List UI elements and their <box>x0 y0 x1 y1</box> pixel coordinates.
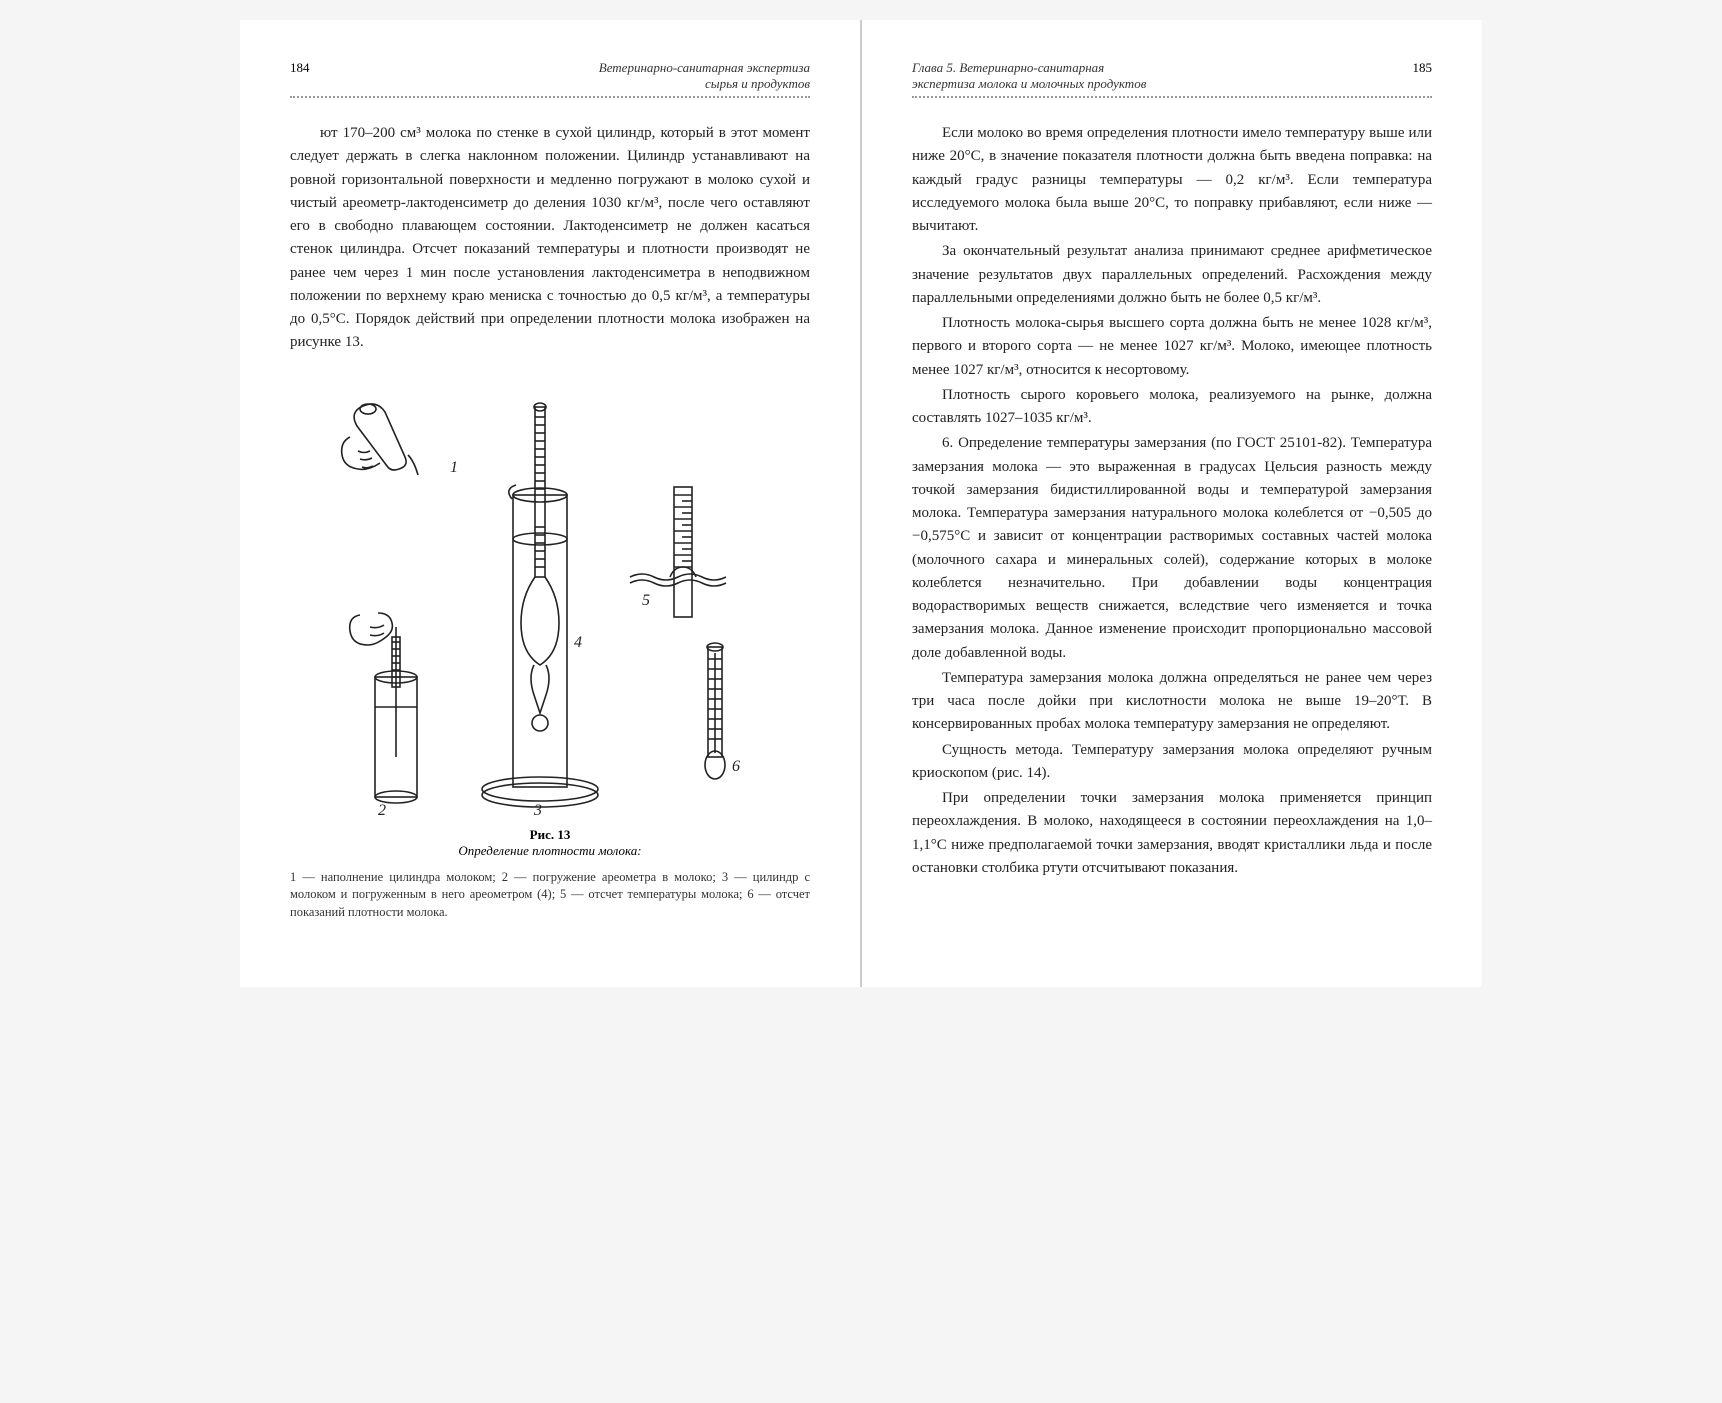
left-running-header: Ветеринарно-санитарная экспертиза сырья … <box>570 60 810 92</box>
left-page-number: 184 <box>290 60 310 76</box>
fig-label-3: 3 <box>533 802 542 817</box>
fig-group-1 <box>342 404 418 475</box>
right-page: Глава 5. Ветеринарно-санитарная эксперти… <box>862 20 1482 987</box>
right-para-7: Сущность метода. Температуру замерзания … <box>912 739 1432 786</box>
page-spread: 184 Ветеринарно-санитарная экспертиза сы… <box>240 20 1482 987</box>
right-para-1: Если молоко во время определения плотнос… <box>912 122 1432 238</box>
fig-label-4: 4 <box>574 634 582 651</box>
figure-13-legend: 1 — наполнение цилиндра молоком; 2 — пог… <box>290 869 810 922</box>
figure-13-svg: 1 <box>330 377 770 817</box>
fig-label-6: 6 <box>732 758 740 775</box>
right-para-2: За окончательный результат анализа прини… <box>912 240 1432 310</box>
fig-group-3 <box>482 403 598 807</box>
left-page-header: 184 Ветеринарно-санитарная экспертиза сы… <box>290 60 810 98</box>
fig-label-2: 2 <box>378 802 386 817</box>
figure-13: 1 <box>290 377 810 922</box>
fig-group-6 <box>705 643 725 779</box>
fig-label-5: 5 <box>642 592 650 609</box>
figure-13-number: Рис. 13 <box>290 827 810 843</box>
fig-label-1: 1 <box>450 459 458 476</box>
fig-group-2 <box>350 613 417 803</box>
right-para-8: При определении точки замерзания молока … <box>912 787 1432 880</box>
right-para-5: 6. Определение температуры замерзания (п… <box>912 432 1432 665</box>
right-running-header: Глава 5. Ветеринарно-санитарная эксперти… <box>912 60 1152 92</box>
figure-13-caption: Рис. 13 Определение плотности молока: <box>290 827 810 859</box>
right-para-6: Температура замерзания молока должна опр… <box>912 667 1432 737</box>
right-para-3: Плотность молока-сырья высшего сорта дол… <box>912 312 1432 382</box>
right-page-header: Глава 5. Ветеринарно-санитарная эксперти… <box>912 60 1432 98</box>
right-para-4: Плотность сырого коровьего молока, реали… <box>912 384 1432 431</box>
figure-13-title: Определение плотности молока: <box>290 843 810 859</box>
right-page-number: 185 <box>1413 60 1433 76</box>
left-para-1: ют 170–200 см³ молока по стенке в сухой … <box>290 122 810 355</box>
left-page: 184 Ветеринарно-санитарная экспертиза сы… <box>240 20 860 987</box>
